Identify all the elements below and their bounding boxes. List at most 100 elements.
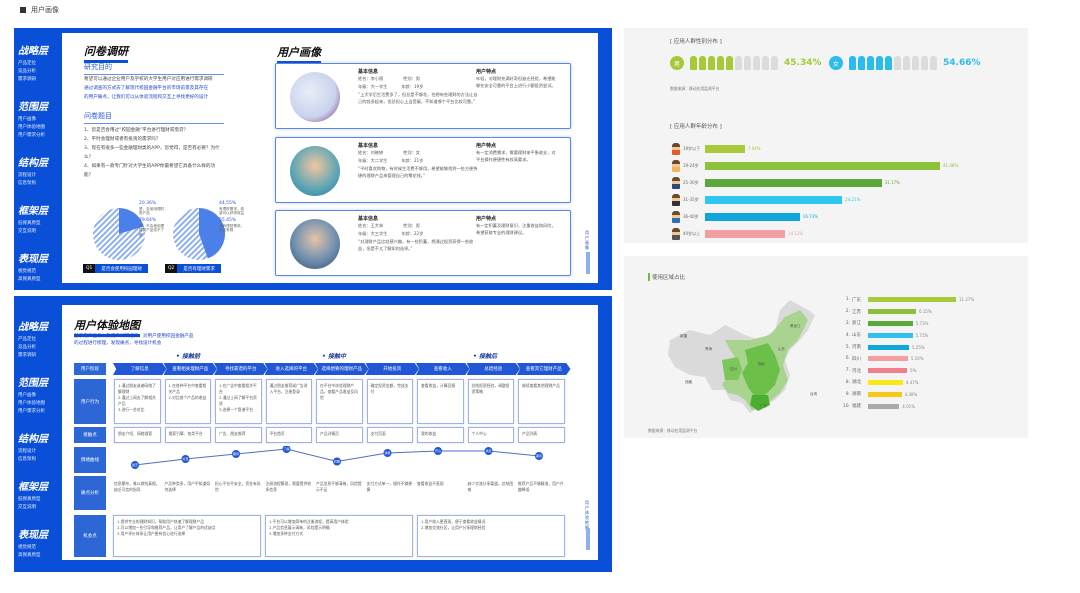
age-avatar-icon: [672, 193, 680, 206]
persona-card: 基本信息 姓名：王大林 性别：男 年级：大三学生 年龄：22岁 “对理财产品比较感兴趣，有…: [275, 210, 571, 276]
region-row: 7. 河北 5%: [842, 365, 1022, 377]
sidebar-item[interactable]: 产品定位: [18, 61, 36, 66]
sidebar-item[interactable]: 用户需求分析: [18, 133, 45, 138]
sidebar-group-title: 范围层: [18, 102, 48, 113]
sidebar-item[interactable]: 流程设计: [18, 449, 36, 454]
persona-age: 年龄：22岁: [401, 231, 424, 236]
journey-stage: 查看相关理财产品: [163, 363, 217, 375]
persona-trait-title: 用户特点: [476, 69, 497, 75]
pain-point: 注册流程繁琐，需要提供较多信息: [265, 481, 312, 492]
persona-side-label: 用户画像: [585, 230, 589, 250]
pie-legend-value: 55.45%: [219, 218, 237, 223]
person-figure-icon: [921, 56, 928, 70]
sidebar-item[interactable]: 信息架构: [18, 181, 36, 186]
person-figure-icon: [717, 56, 724, 70]
region-label: 山东: [852, 333, 861, 339]
age-value: 41.48%: [943, 163, 959, 168]
persona-title: 用户画像: [277, 44, 321, 64]
region-title: 使用区域占比: [648, 273, 685, 281]
sidebar-item[interactable]: 视觉规范: [18, 269, 36, 274]
sidebar-item[interactable]: 用户体验地图: [18, 125, 45, 130]
sidebar-item[interactable]: 需求调研: [18, 77, 36, 82]
sidebar-item[interactable]: 流程设计: [18, 173, 36, 178]
region-bar: [868, 297, 956, 303]
user-behavior: 通过朋友推荐或广告进入平台，注册登录: [265, 379, 312, 424]
sidebar-item[interactable]: 低保真原型: [18, 497, 41, 502]
question: 1、您是否会用过“校园金融”平台进行理财或借贷？: [84, 128, 189, 133]
pie-legend-value: 79.64%: [139, 218, 157, 223]
touchpoint: 个人中心: [467, 427, 514, 443]
age-label: 40岁以上: [683, 230, 701, 236]
emotion-point: [383, 449, 392, 457]
region-rank: 9.: [845, 391, 850, 397]
user-behavior: 在平台中浏览理财产品，查看产品收益及风险: [316, 379, 363, 424]
region-source: 数据来源：移动应用监测平台: [648, 428, 698, 433]
sidebar-item[interactable]: 竞品分析: [18, 69, 36, 74]
persona-avatar: [290, 72, 340, 122]
sidebar-item[interactable]: 高保真原型: [18, 553, 41, 558]
age-bar: [705, 144, 745, 153]
question: 2、平时会理财或者有投资的需求吗？: [84, 137, 161, 142]
emotion-label: 满意: [384, 450, 390, 455]
persona-trait: 有一定积蓄及理财意识，注重收益和风险，希望获取专业的理财建议。: [476, 223, 556, 235]
sidebar-group: 战略层产品定位竞品分析需求调研: [18, 42, 62, 84]
pie-slice: [199, 208, 226, 259]
persona-quote: “对理财产品比较感兴趣，有一些积蓄，想通过投资获得一些收益，但是不太了解如何选择…: [358, 239, 474, 251]
region-label: 江苏: [852, 309, 861, 315]
sidebar-item[interactable]: 产品定位: [18, 337, 36, 342]
pie-slice: [173, 208, 208, 260]
sidebar-item[interactable]: 用户画像: [18, 393, 36, 398]
person-figure-icon: [903, 56, 910, 70]
region-rank: 2.: [845, 309, 850, 315]
region-rank: 3.: [845, 320, 850, 326]
journey-row-label: 用户阶段: [74, 363, 106, 375]
region-value: 5%: [910, 368, 917, 374]
sidebar-item[interactable]: 竞品分析: [18, 345, 36, 350]
age-value: 24.21%: [845, 197, 861, 202]
sidebar-item[interactable]: 交互说明: [18, 229, 36, 234]
sidebar-item[interactable]: 信息架构: [18, 457, 36, 462]
opportunity-item: 3.用户评价体系让用户更有信心进行选择: [117, 531, 186, 536]
user-behavior: 1.在各种平台中查看相关产品 2.对比各个产品的收益: [164, 379, 211, 424]
sidebar-item[interactable]: 用户体验地图: [18, 401, 45, 406]
age-bar: [705, 212, 800, 221]
emotion-label: 了解: [283, 446, 289, 451]
persona-grade: 年级：大二学生: [358, 158, 388, 163]
journey-stage: 选择想要的理财产品: [315, 363, 369, 375]
persona-row: 姓名：李小薇 性别：男: [358, 75, 478, 83]
age-bar: [705, 178, 882, 187]
sidebar-item[interactable]: 用户需求分析: [18, 409, 45, 414]
person-figure-icon: [885, 56, 892, 70]
persona-name: 姓名：李小薇: [358, 76, 384, 81]
sidebar-item[interactable]: 需求调研: [18, 353, 36, 358]
region-rank: 6.: [845, 356, 850, 362]
q1-button[interactable]: Q1 是否会使用校园理财: [83, 264, 148, 273]
emotion-point: [282, 446, 291, 453]
sidebar-group: 结构层 流程设计 信息架构: [18, 430, 62, 464]
emotion-label: 期待: [233, 451, 239, 456]
q2-button[interactable]: Q2 是否有理财需求: [165, 264, 221, 273]
persona-traits: 用户特点 年轻，对理财充满好奇但缺乏经验，希望能够在安全可靠的平台上进行小额投资尝…: [476, 68, 556, 89]
person-figure-icon: [930, 56, 937, 70]
journey-row-label: 情绪曲线: [74, 447, 106, 473]
sidebar-item[interactable]: 用户画像: [18, 117, 36, 122]
sidebar-item[interactable]: 交互说明: [18, 505, 36, 510]
map-label: 四川: [730, 367, 738, 371]
region-rank: 10.: [842, 403, 850, 409]
pie-legend-desc: 有理财需求，希望可以获得收益: [219, 206, 245, 216]
emotion-point: [181, 455, 190, 463]
male-icon: 男: [670, 56, 684, 70]
journey-row-label: 接触点: [74, 427, 106, 443]
sidebar-item[interactable]: 低保真原型: [18, 221, 41, 226]
opportunity-item: 3.增加多种支付方式: [269, 531, 303, 536]
sidebar-item[interactable]: 高保真原型: [18, 277, 41, 282]
age-value: 16.73%: [802, 214, 819, 219]
emotion-label: 期待: [536, 453, 542, 458]
region-label: 湖北: [852, 380, 861, 386]
map-label: 湖北: [758, 361, 766, 366]
gender-male: 男 45.34%: [670, 56, 822, 70]
sidebar-group-title: 战略层: [18, 46, 48, 57]
sidebar-item[interactable]: 视觉规范: [18, 545, 36, 550]
sidebar-group: 表现层 视觉规范 高保真原型: [18, 526, 62, 560]
